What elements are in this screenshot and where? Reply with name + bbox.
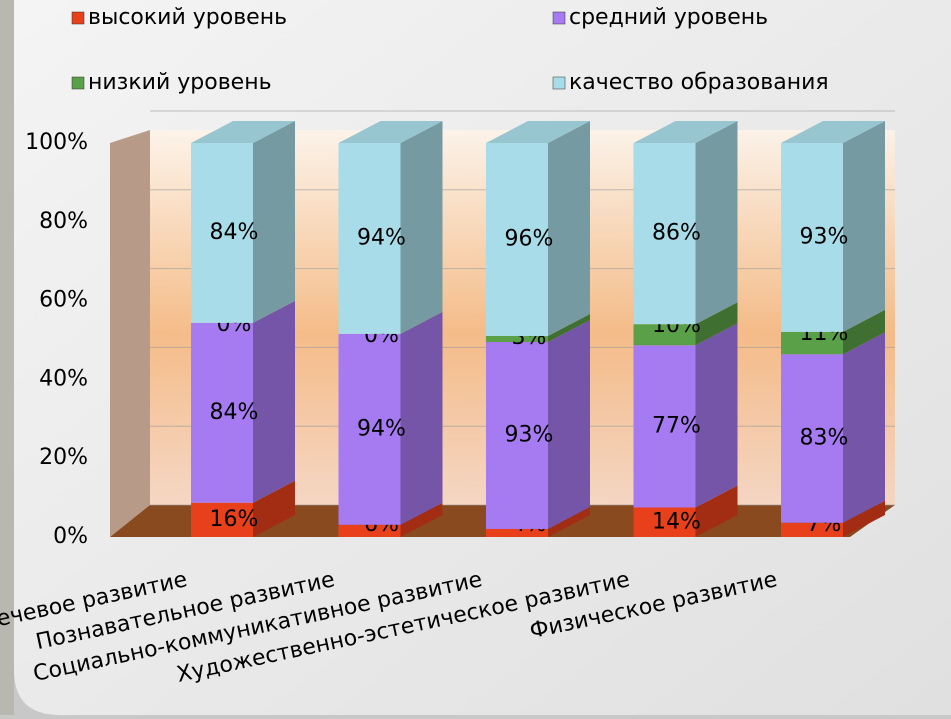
bar-front bbox=[486, 335, 548, 343]
data-label: 96% bbox=[505, 226, 554, 251]
data-label: 94% bbox=[357, 416, 406, 441]
side-strip bbox=[0, 0, 14, 715]
legend-label: низкий уровень bbox=[88, 70, 272, 95]
bar-side bbox=[253, 300, 295, 503]
y-tick-label: 40% bbox=[39, 366, 88, 391]
legend-label: высокий уровень bbox=[88, 5, 287, 30]
y-tick-label: 20% bbox=[39, 445, 88, 470]
data-label: 16% bbox=[210, 507, 259, 532]
bar-side bbox=[400, 311, 443, 525]
legend-label: средний уровень bbox=[569, 5, 768, 30]
legend-swatch bbox=[71, 76, 85, 90]
bar-front bbox=[633, 345, 696, 508]
legend-swatch bbox=[71, 11, 85, 25]
data-label: 93% bbox=[800, 224, 849, 249]
data-label: 14% bbox=[652, 509, 701, 534]
bar-side bbox=[695, 121, 738, 325]
bar-front bbox=[486, 342, 548, 529]
bar-side bbox=[253, 480, 295, 537]
bar-front bbox=[338, 524, 401, 537]
data-label: 84% bbox=[210, 400, 259, 425]
bar-front bbox=[781, 522, 843, 537]
bar-top bbox=[338, 121, 443, 143]
bar-top bbox=[781, 121, 885, 143]
data-label: 84% bbox=[210, 220, 259, 245]
bar-top bbox=[486, 121, 590, 143]
bar-top bbox=[191, 121, 295, 143]
bar-side bbox=[843, 332, 885, 523]
bar-side bbox=[695, 485, 738, 537]
data-label: 93% bbox=[505, 422, 554, 447]
bar-front bbox=[781, 143, 843, 332]
bar-front bbox=[781, 331, 843, 355]
bar-side bbox=[843, 309, 885, 355]
bar-side bbox=[548, 313, 590, 343]
bar-side bbox=[695, 323, 738, 508]
y-tick-label: 80% bbox=[39, 209, 88, 234]
bar-front bbox=[633, 324, 696, 346]
bar-front bbox=[191, 143, 253, 323]
bar-side bbox=[400, 121, 443, 334]
side-wall bbox=[110, 130, 150, 537]
y-tick-label: 0% bbox=[53, 524, 88, 549]
bar-front bbox=[486, 143, 548, 336]
bar-front bbox=[191, 322, 253, 503]
bar-front bbox=[781, 354, 843, 523]
legend-swatch bbox=[552, 11, 566, 25]
bar-front bbox=[191, 502, 253, 537]
data-label: 77% bbox=[652, 413, 701, 438]
bar-side bbox=[548, 506, 590, 537]
bar-front bbox=[633, 143, 696, 325]
bar-side bbox=[695, 302, 738, 346]
bar-side bbox=[253, 121, 295, 323]
data-label: 83% bbox=[800, 426, 849, 451]
legend-swatch bbox=[552, 76, 566, 90]
y-tick-label: 100% bbox=[25, 130, 88, 155]
y-tick-label: 60% bbox=[39, 288, 88, 313]
bar-front bbox=[338, 333, 401, 525]
data-label: 86% bbox=[652, 221, 701, 246]
bar-side bbox=[400, 502, 443, 537]
bar-front bbox=[633, 507, 696, 537]
bar-side bbox=[548, 121, 590, 336]
bar-top bbox=[633, 121, 738, 143]
bar-side bbox=[843, 121, 885, 332]
legend-label: качество образования bbox=[569, 70, 829, 95]
bar-front bbox=[486, 528, 548, 537]
bar-front bbox=[338, 143, 401, 334]
bar-side bbox=[843, 500, 885, 537]
data-label: 94% bbox=[357, 225, 406, 250]
legend: высокий уровень средний уровень низкий уро… bbox=[71, 5, 829, 95]
bar-side bbox=[548, 320, 590, 529]
